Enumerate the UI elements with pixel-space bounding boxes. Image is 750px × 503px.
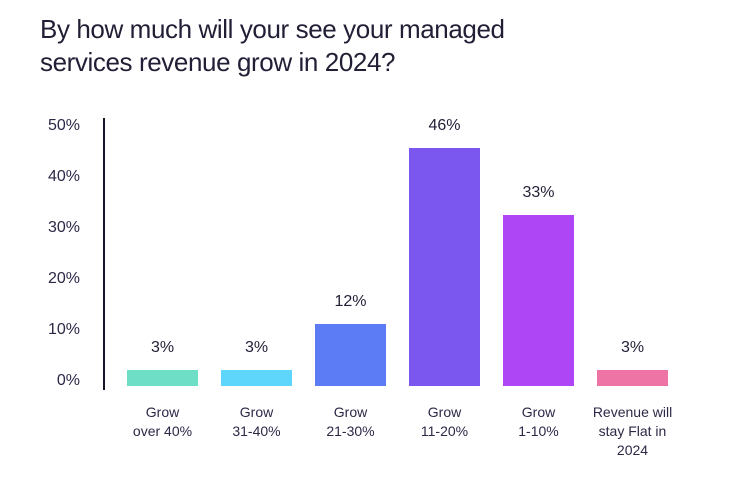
x-axis-category-line: 31-40% xyxy=(232,423,281,439)
bar-grow-11-20- xyxy=(409,148,480,386)
x-axis-category-line: Grow xyxy=(145,404,180,420)
x-axis-category-line: Grow xyxy=(521,404,556,420)
x-axis-category-label: Grow 21-30% xyxy=(305,403,397,441)
chart-title: By how much will your see your managed s… xyxy=(40,13,680,79)
bar-grow-21-30- xyxy=(315,324,386,386)
bar-grow-1-10- xyxy=(503,215,574,386)
x-axis-category-label: Grow 1-10% xyxy=(493,403,585,441)
y-axis-tick-label: 0% xyxy=(56,372,80,389)
y-axis-tick-label: 50% xyxy=(47,117,80,134)
y-axis-tick-label: 30% xyxy=(47,219,80,236)
x-axis-category-line: stay Flat in xyxy=(598,423,667,439)
y-axis-line xyxy=(103,118,105,390)
x-axis-category-line: Revenue will xyxy=(592,404,673,420)
bar-grow-31-40- xyxy=(221,370,292,386)
bar-value-label: 3% xyxy=(150,339,175,356)
x-axis-category-line: 2024 xyxy=(616,442,649,458)
chart-title-line-1: By how much will your see your managed xyxy=(40,14,505,44)
y-axis-tick-label: 20% xyxy=(47,270,80,287)
bar-value-label: 46% xyxy=(428,117,461,134)
bar-value-label: 3% xyxy=(244,339,269,356)
x-axis-category-line: over 40% xyxy=(132,423,193,439)
chart-title-line-2: services revenue grow in 2024? xyxy=(40,47,396,77)
bar-value-label: 12% xyxy=(334,293,367,310)
x-axis-category-label: Grow over 40% xyxy=(117,403,209,441)
x-axis-category-line: Grow xyxy=(239,404,274,420)
x-axis-category-line: 11-20% xyxy=(420,423,469,439)
x-axis-category-label: Grow 31-40% xyxy=(211,403,303,441)
x-axis-category-label: Revenue will stay Flat in 2024 xyxy=(587,403,679,460)
x-axis-category-line: Grow xyxy=(333,404,368,420)
x-axis-category-line: Grow xyxy=(427,404,462,420)
bar-value-label: 3% xyxy=(620,339,645,356)
bar-value-label: 33% xyxy=(522,184,555,201)
y-axis-tick-label: 10% xyxy=(47,321,80,338)
bar-grow-over-40- xyxy=(127,370,198,386)
x-axis-category-line: 1-10% xyxy=(518,423,559,439)
x-axis-category-line: 21-30% xyxy=(326,423,375,439)
x-axis-category-label: Grow 11-20% xyxy=(399,403,491,441)
y-axis-tick-label: 40% xyxy=(47,168,80,185)
bar-revenue-will-stay-flat-in-2024 xyxy=(597,370,668,386)
